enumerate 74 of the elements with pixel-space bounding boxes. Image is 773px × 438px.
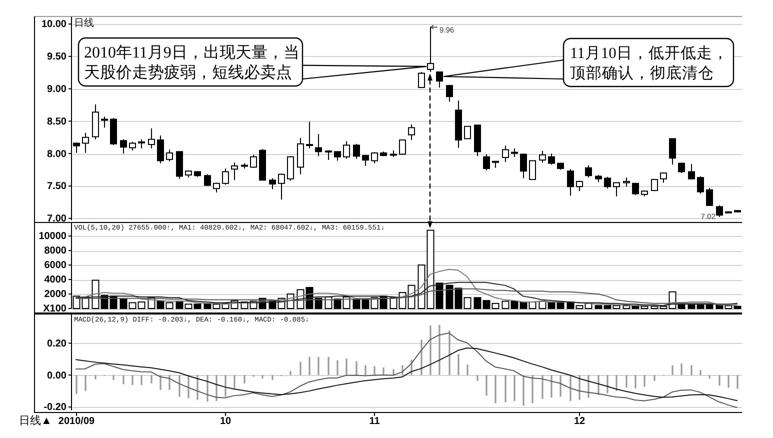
y-tick-label: 8.00 bbox=[47, 148, 67, 160]
candlestick bbox=[464, 126, 471, 140]
candlestick bbox=[567, 168, 574, 196]
candlestick bbox=[297, 138, 304, 175]
y-tick-label: 6000 bbox=[44, 260, 67, 272]
text: 日线▲ bbox=[19, 414, 52, 427]
y-tick-label: 8.50 bbox=[47, 116, 67, 128]
y-tick-label: X100 bbox=[43, 304, 67, 315]
candlestick bbox=[623, 177, 630, 188]
candlestick bbox=[231, 162, 238, 181]
candlestick bbox=[446, 84, 453, 102]
candlestick bbox=[632, 182, 639, 196]
y-tick-label: 10000 bbox=[38, 231, 67, 242]
x-tick-label: 2010/09 bbox=[58, 416, 96, 427]
y-tick-label: 10.00 bbox=[41, 19, 67, 30]
line-series bbox=[76, 282, 738, 306]
candlestick bbox=[418, 71, 425, 88]
line-series bbox=[76, 332, 738, 408]
candlestick bbox=[529, 160, 536, 180]
line-series bbox=[76, 288, 738, 305]
y-tick-label: 8000 bbox=[44, 246, 67, 257]
candlestick bbox=[697, 176, 704, 194]
y-tick-label: 0.00 bbox=[47, 370, 67, 382]
candlestick bbox=[604, 176, 611, 190]
candlestick bbox=[287, 156, 294, 182]
candlestick bbox=[669, 138, 676, 166]
candlestick bbox=[613, 182, 620, 197]
candlestick bbox=[678, 162, 685, 174]
candlestick bbox=[222, 168, 229, 186]
y-tick-label: 7.50 bbox=[47, 181, 67, 192]
candlestick bbox=[408, 124, 415, 140]
candlestick bbox=[585, 164, 592, 178]
candlestick bbox=[520, 153, 527, 179]
candlestick bbox=[204, 174, 211, 186]
candlestick bbox=[250, 154, 257, 168]
candlestick bbox=[148, 128, 155, 149]
candlestick bbox=[539, 150, 546, 164]
x-tick-label: 11 bbox=[369, 416, 380, 427]
x-tick-label: 12 bbox=[574, 416, 586, 427]
candlestick bbox=[306, 121, 313, 149]
candlestick bbox=[334, 151, 341, 162]
chart-title: 日线 bbox=[74, 17, 94, 29]
y-tick-label: 4000 bbox=[44, 274, 67, 286]
y-tick-label: -0.20 bbox=[44, 402, 67, 414]
candlestick bbox=[353, 143, 360, 160]
candlestick bbox=[436, 71, 443, 88]
candlestick bbox=[427, 26, 434, 72]
candlestick bbox=[399, 138, 406, 156]
line-series bbox=[76, 347, 738, 402]
candlestick bbox=[502, 145, 509, 162]
candlestick bbox=[706, 187, 713, 207]
y-tick-label: 9.00 bbox=[47, 84, 67, 96]
y-tick-label: 0.20 bbox=[47, 338, 67, 350]
candlestick bbox=[278, 173, 285, 200]
candlestick bbox=[343, 140, 350, 160]
candlestick bbox=[120, 138, 127, 154]
y-tick-label: 2000 bbox=[44, 289, 67, 300]
candlestick bbox=[548, 153, 555, 166]
y-tick-label: 9.50 bbox=[47, 52, 67, 63]
candlestick bbox=[213, 182, 220, 193]
candlestick bbox=[688, 163, 695, 180]
candlestick bbox=[157, 134, 164, 164]
candlestick bbox=[82, 132, 89, 154]
annotation: 11月10日，低开低走，顶部确认，彻底清仓 bbox=[570, 44, 728, 82]
candlestick bbox=[138, 138, 145, 149]
annotation: 2010年11月9日，出现天量，当天股价走势疲弱，短线必卖点 bbox=[84, 44, 300, 82]
y-tick-label: 7.00 bbox=[47, 214, 67, 225]
candlestick bbox=[101, 116, 108, 128]
candlestick bbox=[716, 204, 723, 218]
candlestick bbox=[269, 178, 276, 190]
candlestick bbox=[166, 149, 173, 162]
candlestick bbox=[483, 154, 490, 171]
x-tick-label: 10 bbox=[220, 416, 232, 427]
candlestick bbox=[315, 134, 322, 157]
